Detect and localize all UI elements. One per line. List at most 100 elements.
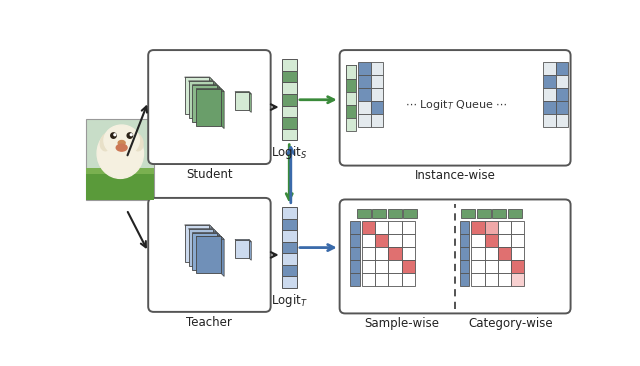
Bar — [402, 221, 415, 234]
Bar — [358, 61, 371, 75]
Bar — [472, 221, 484, 234]
FancyBboxPatch shape — [340, 199, 571, 313]
Circle shape — [114, 134, 116, 136]
Bar — [484, 247, 498, 260]
Bar — [556, 114, 568, 127]
Bar — [371, 75, 383, 88]
Bar — [358, 88, 371, 101]
Polygon shape — [235, 239, 252, 242]
Bar — [543, 88, 556, 101]
Polygon shape — [221, 89, 224, 128]
Bar — [477, 209, 491, 218]
Bar — [460, 221, 469, 234]
Bar — [351, 260, 360, 273]
Bar — [358, 75, 371, 88]
Ellipse shape — [97, 128, 143, 178]
Bar — [402, 273, 415, 287]
Bar — [402, 234, 415, 247]
Bar — [86, 174, 154, 200]
FancyBboxPatch shape — [340, 50, 571, 165]
Bar — [556, 61, 568, 75]
Bar — [498, 260, 511, 273]
Text: Category-wise: Category-wise — [468, 317, 553, 330]
Bar — [472, 273, 484, 287]
Bar — [282, 207, 297, 219]
Bar — [86, 119, 154, 200]
Bar — [511, 221, 524, 234]
Bar — [460, 273, 469, 287]
Bar — [375, 260, 388, 273]
FancyBboxPatch shape — [148, 198, 271, 312]
Polygon shape — [193, 85, 220, 88]
Bar — [86, 168, 154, 174]
Bar — [193, 85, 217, 122]
Bar — [358, 101, 371, 114]
Bar — [346, 66, 356, 79]
Text: Logit$_S$: Logit$_S$ — [271, 144, 307, 161]
Bar — [498, 221, 511, 234]
Bar — [371, 101, 383, 114]
Polygon shape — [196, 236, 224, 239]
Bar — [484, 260, 498, 273]
Bar — [511, 247, 524, 260]
Bar — [375, 221, 388, 234]
Bar — [282, 219, 297, 230]
Circle shape — [111, 133, 116, 138]
Circle shape — [127, 133, 132, 138]
Bar — [388, 260, 402, 273]
Bar — [556, 101, 568, 114]
Bar — [282, 82, 297, 94]
Bar — [543, 101, 556, 114]
Polygon shape — [196, 89, 224, 92]
Polygon shape — [184, 77, 212, 80]
Bar — [508, 209, 522, 218]
Bar — [346, 79, 356, 92]
Bar — [193, 232, 217, 269]
Ellipse shape — [131, 133, 143, 151]
Bar — [346, 66, 356, 79]
Bar — [184, 77, 209, 114]
Ellipse shape — [116, 144, 127, 151]
Polygon shape — [193, 232, 220, 236]
Bar — [282, 265, 297, 276]
Bar — [282, 253, 297, 265]
Bar — [492, 209, 506, 218]
Ellipse shape — [118, 141, 125, 145]
Text: Instance-wise: Instance-wise — [415, 169, 495, 182]
FancyBboxPatch shape — [148, 50, 271, 164]
Ellipse shape — [104, 125, 140, 156]
Bar — [388, 247, 402, 260]
Bar — [358, 114, 371, 127]
Bar — [346, 105, 356, 118]
Bar — [371, 114, 383, 127]
Bar — [346, 66, 356, 79]
Bar — [235, 92, 249, 110]
Bar — [282, 242, 297, 253]
Polygon shape — [209, 225, 212, 265]
Bar — [372, 209, 386, 218]
Bar — [351, 273, 360, 287]
Bar — [511, 234, 524, 247]
Bar — [472, 234, 484, 247]
Bar — [543, 114, 556, 127]
Bar — [371, 88, 383, 101]
Bar — [498, 247, 511, 260]
Bar — [282, 105, 297, 117]
Bar — [556, 75, 568, 88]
Bar — [351, 247, 360, 260]
Polygon shape — [189, 229, 216, 232]
Polygon shape — [217, 85, 220, 125]
Bar — [282, 117, 297, 128]
Circle shape — [131, 134, 132, 136]
Bar — [461, 209, 476, 218]
Ellipse shape — [100, 133, 113, 151]
Text: Student: Student — [186, 168, 233, 181]
Bar — [402, 260, 415, 273]
Bar — [388, 234, 402, 247]
Polygon shape — [249, 239, 252, 260]
Bar — [543, 75, 556, 88]
Bar — [472, 247, 484, 260]
Bar — [375, 234, 388, 247]
Bar — [375, 273, 388, 287]
Bar — [403, 209, 417, 218]
